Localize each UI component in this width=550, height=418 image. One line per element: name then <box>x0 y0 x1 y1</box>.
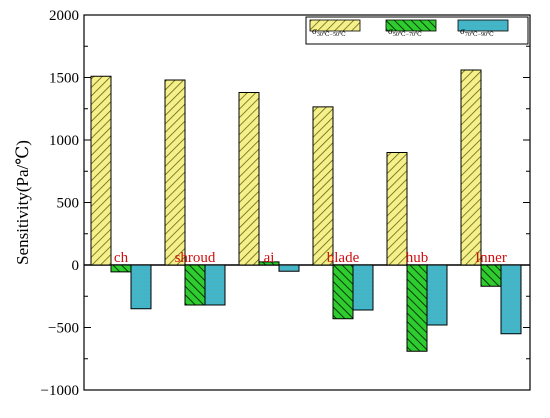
y-tick-label: 0 <box>72 258 80 274</box>
legend-swatch-2 <box>385 19 437 32</box>
bar-blade-series-3 <box>352 264 374 311</box>
y-tick-label: 1000 <box>49 133 79 149</box>
category-label: ai <box>264 250 275 266</box>
y-axis-title: Sensitivity(Pa/℃) <box>13 140 32 265</box>
bar-shroud-series-3 <box>204 264 226 306</box>
bar-inner-series-1 <box>460 69 482 266</box>
category-label: blade <box>327 250 360 266</box>
bar-ai-series-2 <box>258 261 280 266</box>
bar-inner-series-2 <box>480 264 502 287</box>
bar-shroud-series-1 <box>164 79 186 266</box>
legend-label-2: σ50℃−70℃ <box>388 26 422 38</box>
bar-ch-series-2 <box>110 264 132 273</box>
bar-blade-series-1 <box>312 106 334 266</box>
bar-ai-series-1 <box>238 92 260 266</box>
legend-label-3: σ70℃−90℃ <box>460 26 494 38</box>
category-label: ch <box>114 250 129 266</box>
legend-swatch-3 <box>457 19 509 32</box>
bar-hub-series-1 <box>386 152 408 266</box>
bar-shroud-series-2 <box>184 264 206 306</box>
y-tick-label: −500 <box>48 321 79 337</box>
bar-blade-series-2 <box>332 264 354 320</box>
legend-swatch-1 <box>309 19 361 32</box>
bar-ch-series-3 <box>130 264 152 310</box>
bar-ai-series-3 <box>278 264 300 272</box>
category-label: shroud <box>175 250 216 266</box>
y-tick-label: −1000 <box>41 383 79 399</box>
bar-ch-series-1 <box>90 75 112 266</box>
category-label: Inner <box>475 250 507 266</box>
y-tick-label: 1500 <box>49 71 79 87</box>
category-label: hub <box>406 250 429 266</box>
bar-inner-series-3 <box>500 264 522 335</box>
bar-hub-series-2 <box>406 264 428 352</box>
legend-label-1: σ30℃−50℃ <box>312 26 346 38</box>
y-tick-label: 500 <box>57 196 80 212</box>
bar-hub-series-3 <box>426 264 448 326</box>
y-tick-label: 2000 <box>49 8 79 24</box>
